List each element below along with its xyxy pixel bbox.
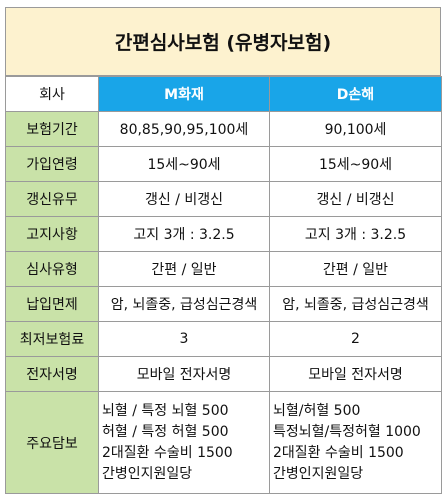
row-value-b: 모바일 전자서명 [269, 356, 442, 392]
coverage-item: 특정뇌혈/특정허혈 1000 [273, 423, 421, 440]
table-row: 가입연령 15세~90세 15세~90세 [5, 146, 442, 182]
row-label: 가입연령 [5, 146, 99, 182]
row-value-a: 갱신 / 비갱신 [98, 181, 270, 217]
table-row: 심사유형 간편 / 일반 간편 / 일반 [5, 251, 442, 287]
comparison-table-container: 간편심사보험 (유병자보험) 회사 M화재 D손해 보험기간 80,85,90,… [5, 7, 442, 494]
coverage-item: 간병인지원일당 [273, 465, 364, 482]
row-value-b: 15세~90세 [269, 146, 442, 182]
row-value-a: 암, 뇌졸중, 급성심근경색 [98, 286, 270, 322]
row-value-b: 고지 3개 : 3.2.5 [269, 216, 442, 252]
row-value-b: 간편 / 일반 [269, 251, 442, 287]
table-row: 갱신유무 갱신 / 비갱신 갱신 / 비갱신 [5, 181, 442, 217]
row-value-a: 고지 3개 : 3.2.5 [98, 216, 270, 252]
coverage-item: 허혈 / 특정 허혈 500 [102, 423, 229, 440]
table-title: 간편심사보험 (유병자보험) [5, 7, 441, 76]
row-label: 전자서명 [5, 356, 99, 392]
row-value-b: 갱신 / 비갱신 [269, 181, 442, 217]
row-label: 심사유형 [5, 251, 99, 287]
coverage-list-a: 뇌혈 / 특정 뇌혈 500 허혈 / 특정 허혈 500 2대질환 수술비 1… [98, 391, 270, 494]
row-value-b: 90,100세 [269, 111, 442, 147]
table-row: 전자서명 모바일 전자서명 모바일 전자서명 [5, 356, 442, 392]
row-label: 보험기간 [5, 111, 99, 147]
header-row: 회사 M화재 D손해 [5, 76, 442, 112]
row-label: 최저보험료 [5, 321, 99, 357]
coverage-item: 2대질환 수술비 1500 [273, 444, 404, 461]
row-value-b: 2 [269, 321, 442, 357]
table-row: 납입면제 암, 뇌졸중, 급성심근경색 암, 뇌졸중, 급성심근경색 [5, 286, 442, 322]
row-label: 갱신유무 [5, 181, 99, 217]
coverage-item: 간병인지원일당 [102, 465, 193, 482]
coverage-row: 주요담보 뇌혈 / 특정 뇌혈 500 허혈 / 특정 허혈 500 2대질환 … [5, 391, 442, 494]
header-company-b: D손해 [269, 76, 442, 112]
row-value-a: 15세~90세 [98, 146, 270, 182]
header-company-a: M화재 [98, 76, 270, 112]
table-row: 고지사항 고지 3개 : 3.2.5 고지 3개 : 3.2.5 [5, 216, 442, 252]
coverage-item: 뇌혈/허혈 500 [273, 402, 361, 419]
row-value-a: 모바일 전자서명 [98, 356, 270, 392]
row-value-a: 80,85,90,95,100세 [98, 111, 270, 147]
table-row: 보험기간 80,85,90,95,100세 90,100세 [5, 111, 442, 147]
row-label: 납입면제 [5, 286, 99, 322]
comparison-table: 회사 M화재 D손해 보험기간 80,85,90,95,100세 90,100세… [5, 76, 442, 494]
table-row: 최저보험료 3 2 [5, 321, 442, 357]
row-value-a: 3 [98, 321, 270, 357]
row-value-a: 간편 / 일반 [98, 251, 270, 287]
coverage-label: 주요담보 [5, 391, 99, 494]
row-label: 고지사항 [5, 216, 99, 252]
coverage-item: 뇌혈 / 특정 뇌혈 500 [102, 402, 229, 419]
row-value-b: 암, 뇌졸중, 급성심근경색 [269, 286, 442, 322]
coverage-list-b: 뇌혈/허혈 500 특정뇌혈/특정허혈 1000 2대질환 수술비 1500 간… [269, 391, 442, 494]
coverage-item: 2대질환 수술비 1500 [102, 444, 233, 461]
header-company-label: 회사 [5, 76, 99, 112]
